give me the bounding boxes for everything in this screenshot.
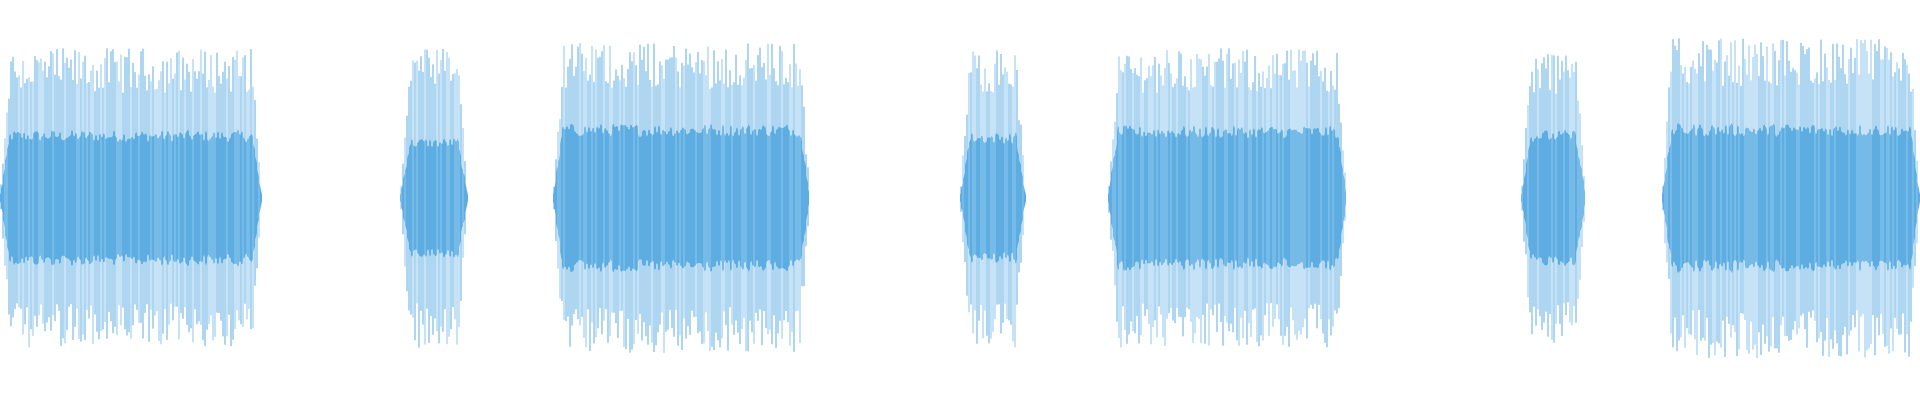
audio-segment [400,48,468,348]
audio-segment [1662,38,1920,358]
audio-segment [553,43,809,353]
waveform-core [400,138,468,258]
waveform-core [1521,130,1585,266]
audio-segment [1521,54,1585,343]
audio-segment [0,48,262,348]
audio-segment [960,50,1026,348]
waveform-core [553,123,809,273]
audio-segment [1108,48,1346,348]
